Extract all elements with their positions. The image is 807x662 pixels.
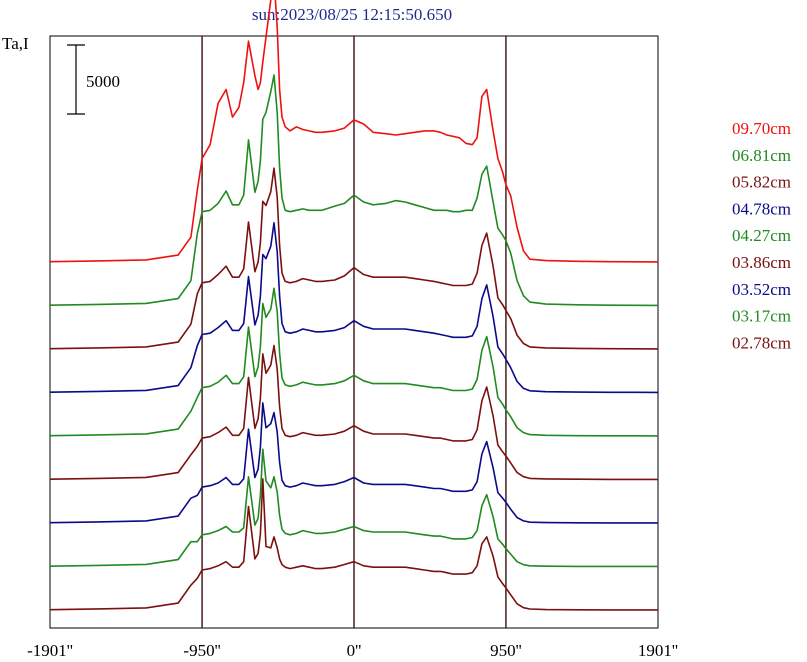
legend-entry: 04.78cm (732, 199, 791, 218)
x-tick-label: 0'' (347, 641, 362, 660)
series-line (49, 74, 659, 307)
series-line (49, 0, 659, 263)
series-line (49, 478, 658, 611)
series-line (49, 448, 658, 568)
vertical-reference-lines (201, 36, 507, 628)
series-line (49, 402, 658, 524)
chart-title: sun:2023/08/25 12:15:50.650 (252, 5, 452, 24)
x-tick-label: 950'' (490, 641, 522, 660)
series-line (49, 222, 659, 394)
x-tick-label: -1901'' (27, 641, 73, 660)
series-line (49, 167, 659, 350)
legend-entry: 02.78cm (732, 333, 791, 352)
x-tick-label: 1901'' (638, 641, 678, 660)
legend-entry: 04.27cm (732, 226, 791, 245)
x-tick-labels: -1901'' -950'' 0'' 950'' 1901'' (27, 641, 678, 660)
legend-entry: 03.52cm (732, 280, 791, 299)
x-tick-label: -950'' (183, 641, 220, 660)
legend-entry: 05.82cm (732, 173, 791, 192)
scale-bar-label: 5000 (86, 72, 120, 91)
legend-entry: 03.17cm (732, 307, 791, 326)
series-line (49, 287, 659, 437)
series-curves (49, 0, 659, 611)
legend-entry: 09.70cm (732, 119, 791, 138)
y-axis-label: Ta,I (2, 34, 29, 53)
legend: 09.70cm 06.81cm 05.82cm 04.78cm 04.27cm 03.86… (732, 119, 791, 352)
legend-entry: 06.81cm (732, 146, 791, 165)
scale-bar: 5000 (67, 44, 120, 115)
legend-entry: 03.86cm (732, 253, 791, 272)
series-line (49, 344, 658, 481)
